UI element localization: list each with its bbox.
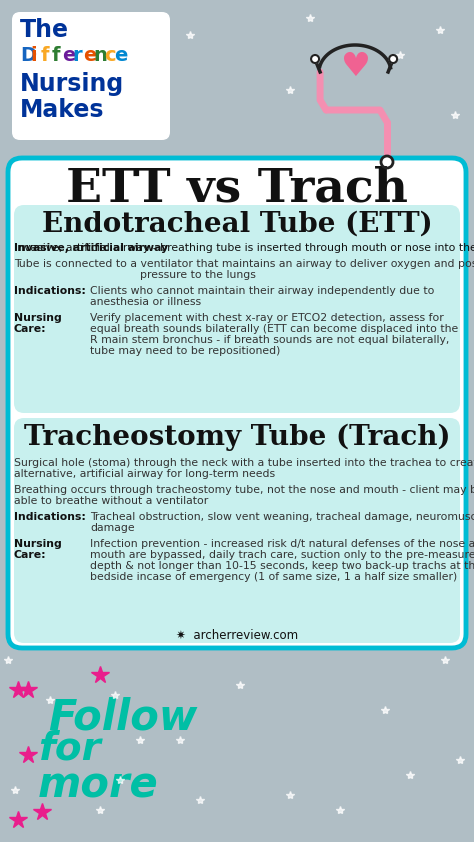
Text: Follow: Follow bbox=[48, 696, 197, 738]
Text: r: r bbox=[73, 46, 82, 65]
FancyBboxPatch shape bbox=[14, 205, 460, 413]
Text: Surgical hole (stoma) through the neck with a tube inserted into the trachea to : Surgical hole (stoma) through the neck w… bbox=[14, 458, 474, 468]
Text: Verify placement with chest x-ray or ETCO2 detection, assess for: Verify placement with chest x-ray or ETC… bbox=[90, 313, 444, 323]
Text: Breathing occurs through tracheostomy tube, not the nose and mouth - client may : Breathing occurs through tracheostomy tu… bbox=[14, 485, 474, 495]
Circle shape bbox=[311, 55, 319, 63]
Text: more: more bbox=[38, 764, 159, 806]
Text: damage: damage bbox=[90, 523, 135, 533]
Text: Infection prevention - increased risk d/t natural defenses of the nose and: Infection prevention - increased risk d/… bbox=[90, 539, 474, 549]
Text: Clients who cannot maintain their airway independently due to: Clients who cannot maintain their airway… bbox=[90, 286, 434, 296]
FancyBboxPatch shape bbox=[12, 12, 170, 140]
Text: Tracheal obstruction, slow vent weaning, tracheal damage, neuromuscular: Tracheal obstruction, slow vent weaning,… bbox=[90, 512, 474, 522]
Text: i: i bbox=[30, 46, 37, 65]
Text: Indications:: Indications: bbox=[14, 512, 86, 522]
Text: c: c bbox=[104, 46, 116, 65]
Text: anesthesia or illness: anesthesia or illness bbox=[90, 297, 201, 307]
Text: for: for bbox=[38, 730, 101, 768]
Text: able to breathe without a ventilator: able to breathe without a ventilator bbox=[14, 496, 208, 506]
Text: Tube is connected to a ventilator that maintains an airway to deliver oxygen and: Tube is connected to a ventilator that m… bbox=[14, 259, 474, 269]
Text: alternative, artificial airway for long-term needs: alternative, artificial airway for long-… bbox=[14, 469, 275, 479]
Text: R main stem bronchus - if breath sounds are not equal bilaterally,: R main stem bronchus - if breath sounds … bbox=[90, 335, 449, 345]
Text: Nursing: Nursing bbox=[14, 313, 62, 323]
Text: Indications:: Indications: bbox=[14, 286, 86, 296]
Text: Care:: Care: bbox=[14, 324, 46, 334]
Text: Nursing: Nursing bbox=[14, 539, 62, 549]
Text: e: e bbox=[115, 46, 128, 65]
Text: e: e bbox=[62, 46, 75, 65]
Text: ♥: ♥ bbox=[340, 50, 370, 83]
FancyBboxPatch shape bbox=[14, 418, 460, 643]
Text: pressure to the lungs: pressure to the lungs bbox=[140, 270, 256, 280]
Text: f: f bbox=[52, 46, 60, 65]
Text: bedside incase of emergency (1 of same size, 1 a half size smaller): bedside incase of emergency (1 of same s… bbox=[90, 572, 457, 582]
Text: Makes: Makes bbox=[20, 98, 104, 122]
Text: The: The bbox=[20, 18, 69, 42]
Text: Tracheostomy Tube (Trach): Tracheostomy Tube (Trach) bbox=[24, 424, 450, 451]
Text: D: D bbox=[20, 46, 36, 65]
Text: depth & not longer than 10-15 seconds, keep two back-up trachs at the: depth & not longer than 10-15 seconds, k… bbox=[90, 561, 474, 571]
Text: Endotracheal Tube (ETT): Endotracheal Tube (ETT) bbox=[42, 211, 432, 238]
Text: Care:: Care: bbox=[14, 550, 46, 560]
FancyBboxPatch shape bbox=[8, 158, 466, 648]
Text: ETT vs Trach: ETT vs Trach bbox=[66, 166, 408, 212]
Text: ✷  archerreview.com: ✷ archerreview.com bbox=[176, 629, 298, 642]
Text: mouth are bypassed, daily trach care, suction only to the pre-measured: mouth are bypassed, daily trach care, su… bbox=[90, 550, 474, 560]
Text: Nursing: Nursing bbox=[20, 72, 124, 96]
Text: equal breath sounds bilaterally (ETT can become displaced into the: equal breath sounds bilaterally (ETT can… bbox=[90, 324, 458, 334]
Text: Invasive, artificial airway - breathing tube is inserted through mouth or nose i: Invasive, artificial airway - breathing … bbox=[14, 243, 474, 253]
Circle shape bbox=[389, 55, 397, 63]
Text: f: f bbox=[41, 46, 49, 65]
Text: e: e bbox=[83, 46, 96, 65]
Text: n: n bbox=[93, 46, 108, 65]
Text: tube may need to be repositioned): tube may need to be repositioned) bbox=[90, 346, 281, 356]
Circle shape bbox=[381, 156, 393, 168]
Text: Invasive, artificial airway: Invasive, artificial airway bbox=[14, 243, 168, 253]
